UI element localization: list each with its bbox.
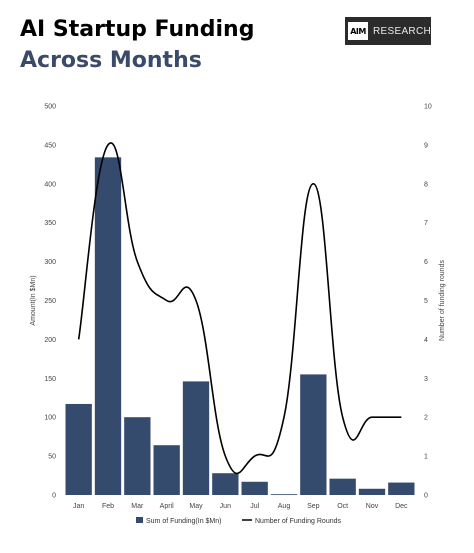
- y-tick-label: 150: [44, 376, 56, 383]
- bar-jul: [241, 481, 268, 495]
- bar-feb: [94, 157, 122, 495]
- x-tick-label: Sep: [307, 503, 320, 510]
- y-tick-label: 50: [48, 454, 56, 461]
- bar-mar: [124, 417, 151, 495]
- x-tick-label: Jun: [220, 503, 231, 510]
- left-axis-ticks: 0 50 100 150 200 250 300 350 400 450 500: [44, 104, 56, 500]
- x-tick-label: May: [189, 503, 203, 510]
- y2-tick-label: 4: [424, 337, 428, 344]
- x-axis-ticks: Jan Feb Mar April May Jun Jul Aug Sep Oct Nov Dec: [73, 503, 408, 510]
- logo-mark: AIM: [348, 22, 369, 40]
- bar-jun: [212, 473, 239, 495]
- x-tick-label: Aug: [278, 503, 291, 510]
- funding-rounds-line: [77, 142, 402, 475]
- bar-dec: [388, 482, 415, 495]
- y-tick-label: 300: [44, 259, 56, 266]
- y-tick-label: 0: [52, 493, 56, 500]
- bar-aug: [270, 494, 298, 496]
- y2-tick-label: 6: [424, 259, 428, 266]
- y-tick-label: 500: [44, 104, 56, 111]
- y2-tick-label: 10: [424, 104, 432, 111]
- legend-line-label: Number of Funding Rounds: [255, 518, 341, 525]
- line-group: [77, 142, 402, 475]
- y2-tick-label: 2: [424, 415, 428, 422]
- y-tick-label: 100: [44, 415, 56, 422]
- title-main: AI Startup Funding: [20, 17, 255, 42]
- legend: Sum of Funding(In $Mn) Number of Funding…: [136, 517, 341, 525]
- bar-nov: [358, 488, 386, 495]
- bar-oct: [329, 478, 356, 495]
- y-tick-label: 400: [44, 181, 56, 188]
- x-tick-label: April: [160, 503, 174, 510]
- x-tick-label: Feb: [102, 503, 114, 510]
- logo-word: RESEARCH: [373, 25, 431, 37]
- y2-tick-label: 7: [424, 220, 428, 227]
- aim-research-logo: AIM RESEARCH: [345, 17, 431, 45]
- x-tick-label: Dec: [395, 503, 408, 510]
- bar-may: [182, 381, 210, 495]
- y2-tick-label: 8: [424, 181, 428, 188]
- y2-tick-label: 0: [424, 493, 428, 500]
- y2-tick-label: 9: [424, 142, 428, 149]
- x-tick-label: Oct: [337, 503, 348, 510]
- y2-tick-label: 3: [424, 376, 428, 383]
- x-tick-label: Mar: [131, 503, 144, 510]
- x-tick-label: Jan: [73, 503, 84, 510]
- y-tick-label: 200: [44, 337, 56, 344]
- y-axis-title: Amount(In $Mn): [30, 275, 37, 325]
- bar-april: [153, 445, 180, 495]
- bar-sep: [300, 374, 327, 495]
- bars-group: [65, 157, 415, 496]
- y-tick-label: 350: [44, 220, 56, 227]
- y-tick-label: 250: [44, 298, 56, 305]
- legend-bar-swatch: [136, 517, 143, 523]
- y2-tick-label: 1: [424, 454, 428, 461]
- chart-title: AI Startup Funding Across Months: [20, 14, 330, 76]
- x-tick-label: Jul: [250, 503, 259, 510]
- y-tick-label: 450: [44, 142, 56, 149]
- y2-axis-title: Number of funding rounds: [439, 260, 446, 341]
- y2-tick-label: 5: [424, 298, 428, 305]
- legend-bar-label: Sum of Funding(In $Mn): [146, 518, 221, 525]
- bar-jan: [65, 403, 92, 495]
- title-accent: Across Months: [20, 48, 202, 73]
- right-axis-ticks: 0 1 2 3 4 5 6 7 8 9 10: [424, 104, 432, 500]
- x-tick-label: Nov: [366, 503, 379, 510]
